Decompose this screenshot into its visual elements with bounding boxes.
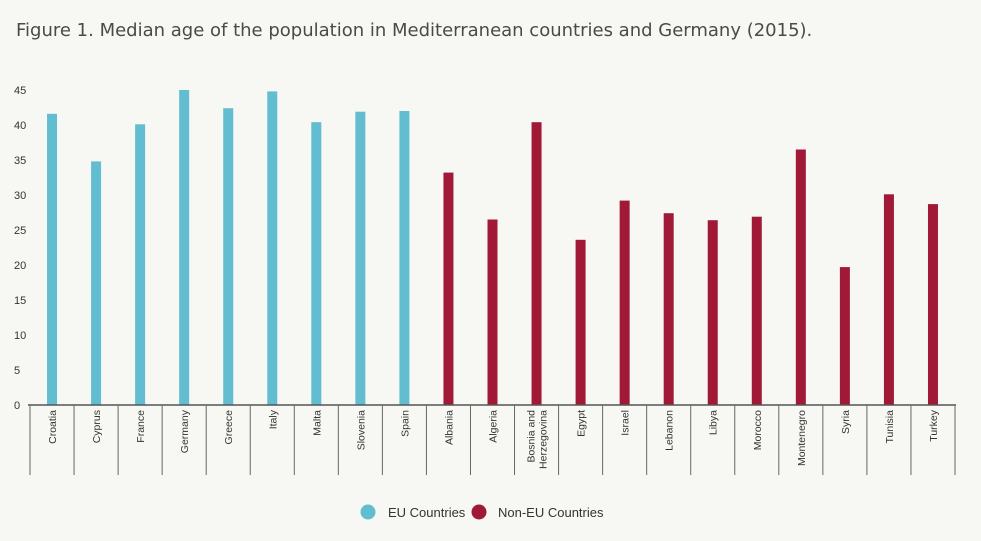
x-tick-label: Bosnia and — [526, 410, 538, 463]
bar-morocco — [751, 216, 762, 405]
x-tick-label: Croatia — [47, 410, 59, 444]
bar-egypt — [575, 239, 586, 405]
x-tick-label: Morocco — [752, 410, 764, 450]
legend-swatch — [471, 504, 487, 520]
legend: EU Countries Non-EU Countries — [360, 504, 604, 520]
bar-germany — [179, 90, 190, 405]
x-axis — [28, 404, 956, 475]
x-tick-label: Malta — [311, 410, 323, 436]
y-tick-label: 10 — [14, 330, 26, 342]
bar-spain — [399, 111, 410, 405]
x-tick-label: Herzegovina — [538, 410, 550, 469]
y-tick-label: 25 — [14, 225, 26, 237]
legend-label: Non-EU Countries — [498, 505, 604, 520]
bar-tunisia — [883, 194, 894, 405]
x-tick-label: Turkey — [928, 409, 940, 441]
y-tick-label: 20 — [14, 260, 26, 272]
y-tick-label: 45 — [14, 85, 26, 97]
bar-algeria — [487, 219, 498, 405]
bar-slovenia — [355, 111, 366, 405]
x-tick-label: Italy — [267, 409, 279, 429]
x-tick-label: Libya — [708, 410, 720, 435]
bar-malta — [311, 122, 322, 405]
y-tick-label: 0 — [14, 400, 20, 412]
bar-montenegro — [795, 149, 806, 405]
x-tick-label: Lebanon — [664, 410, 676, 451]
x-tick-label: Albania — [443, 410, 455, 445]
x-tick-label: Israel — [620, 410, 632, 436]
y-axis-labels: 0 5 10 15 20 25 30 35 40 45 — [14, 85, 26, 412]
x-tick-label: Germany — [179, 409, 191, 453]
x-tick-label: Cyprus — [91, 410, 103, 443]
bar-croatia — [47, 113, 58, 406]
chart-title: Figure 1. Median age of the population i… — [16, 20, 813, 41]
bar-cyprus — [91, 161, 102, 405]
bar-italy — [267, 91, 278, 406]
x-tick-label: Algeria — [488, 410, 500, 443]
y-tick-label: 40 — [14, 120, 26, 132]
y-tick-label: 15 — [14, 295, 26, 307]
bar-lebanon — [663, 213, 674, 405]
x-tick-label: Syria — [840, 410, 852, 434]
x-tick-label: Montenegro — [796, 410, 808, 466]
y-tick-label: 5 — [14, 365, 20, 377]
bar-turkey — [927, 204, 938, 405]
y-tick-label: 35 — [14, 155, 26, 167]
x-tick-label: France — [135, 410, 147, 443]
bars — [47, 90, 938, 406]
bar-israel — [619, 200, 630, 405]
bar-albania — [443, 172, 454, 405]
x-tick-label: Spain — [399, 410, 411, 437]
bar-libya — [707, 220, 718, 405]
legend-label: EU Countries — [388, 505, 466, 520]
bar-syria — [839, 267, 850, 405]
x-tick-label: Slovenia — [355, 410, 367, 450]
x-tick-label: Greece — [223, 410, 235, 445]
x-tick-label: Egypt — [576, 410, 588, 437]
bar-bosnia-and-herzegovina — [531, 122, 542, 405]
bar-greece — [223, 108, 234, 405]
x-tick-label: Tunisia — [884, 410, 896, 444]
bar-france — [135, 124, 146, 406]
legend-swatch — [360, 504, 376, 520]
category-labels: Croatia Cyprus France Germany Greece Italy Mal… — [47, 409, 940, 469]
y-tick-label: 30 — [14, 190, 26, 202]
